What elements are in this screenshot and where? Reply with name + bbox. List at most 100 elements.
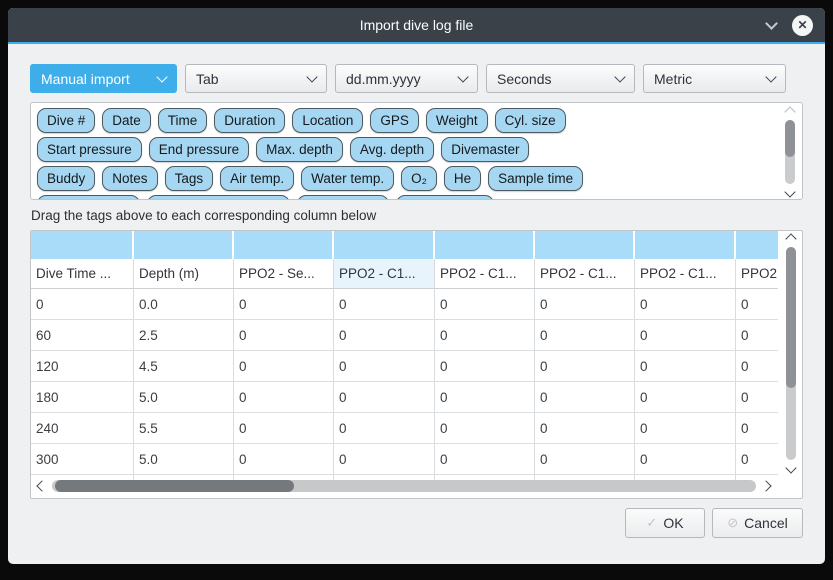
unit-system-select[interactable]: Metric — [643, 64, 786, 93]
scroll-up-icon[interactable] — [785, 233, 797, 245]
tag[interactable]: Sample depth — [37, 195, 141, 199]
ok-button[interactable]: ✓ OK — [625, 508, 705, 538]
column-header: PPO2 - C1... — [635, 259, 736, 288]
table-horizontal-scrollbar[interactable] — [34, 477, 774, 495]
table-cell — [435, 475, 535, 483]
tag[interactable]: Cyl. size — [494, 108, 566, 133]
table-cell: 120 — [31, 351, 134, 381]
table-cell: 0 — [635, 444, 736, 474]
scroll-right-icon[interactable] — [760, 480, 772, 492]
table-columns: Dive Time ... Depth (m) PPO2 - Se... PPO2 -… — [31, 231, 778, 483]
table-cell — [635, 475, 736, 483]
tag[interactable]: Sample time — [488, 166, 584, 191]
drop-target-cell[interactable] — [635, 231, 736, 259]
table-cell: 0 — [234, 444, 334, 474]
import-dialog-window: Import dive log file ✕ Manual import Tab… — [8, 8, 825, 564]
drop-target-cell[interactable] — [535, 231, 635, 259]
table-cell: 0 — [535, 444, 635, 474]
tag[interactable]: Buddy — [37, 166, 96, 191]
tag[interactable]: Notes — [102, 166, 158, 191]
drag-instruction-label: Drag the tags above to each correspondin… — [31, 208, 377, 223]
drop-target-cell[interactable] — [435, 231, 535, 259]
column-header: PPO2 - C1... — [334, 259, 435, 288]
tag[interactable]: He — [443, 166, 482, 191]
scroll-down-icon[interactable] — [784, 186, 796, 198]
scroll-up-icon[interactable] — [784, 106, 796, 118]
drop-target-cell[interactable] — [736, 231, 778, 259]
tag[interactable]: O₂ — [401, 166, 437, 191]
table-row: 0 0.0 0 0 0 0 0 0 — [31, 289, 778, 320]
scrollbar-track[interactable] — [785, 120, 795, 184]
table-cell: 5.0 — [134, 382, 234, 412]
chevron-down-icon — [765, 70, 777, 83]
table-cell: 0 — [234, 289, 334, 319]
scrollbar-thumb[interactable] — [786, 247, 796, 388]
scrollbar-track[interactable] — [52, 480, 756, 492]
titlebar[interactable]: Import dive log file ✕ — [8, 8, 825, 44]
table-cell: 0 — [736, 444, 778, 474]
table-cell — [134, 475, 234, 483]
table-cell: 0 — [334, 320, 435, 350]
tag[interactable]: GPS — [370, 108, 419, 133]
tag[interactable]: Date — [102, 108, 151, 133]
tag[interactable]: Weight — [425, 108, 488, 133]
table-cell: 0 — [535, 351, 635, 381]
drop-target-cell[interactable] — [31, 231, 134, 259]
close-button[interactable]: ✕ — [792, 14, 813, 36]
column-header: Dive Time ... — [31, 259, 134, 288]
tag[interactable]: Divemaster — [441, 137, 530, 162]
table-cell: 0 — [334, 382, 435, 412]
tag[interactable]: Dive # — [37, 108, 96, 133]
tag-row: Dive # Date Time Duration Location GPS Weight C… — [37, 108, 774, 133]
scrollbar-thumb[interactable] — [55, 480, 295, 492]
tag[interactable]: Location — [292, 108, 364, 133]
import-mode-select[interactable]: Manual import — [30, 64, 177, 93]
tag[interactable]: End pressure — [148, 137, 250, 162]
table-row: 60 2.5 0 0 0 0 0 0 — [31, 320, 778, 351]
tag-palette: Dive # Date Time Duration Location GPS Weight C… — [30, 102, 803, 200]
table-cell: 2.5 — [134, 320, 234, 350]
tag[interactable]: Duration — [214, 108, 286, 133]
table-cell: 240 — [31, 413, 134, 443]
drop-target-cell[interactable] — [134, 231, 234, 259]
cancel-button[interactable]: ⊘ Cancel — [712, 508, 803, 538]
scrollbar-track[interactable] — [786, 247, 796, 460]
separator-select[interactable]: Tab — [185, 64, 327, 93]
chevron-down-icon — [457, 70, 469, 83]
tag[interactable]: Max. depth — [256, 137, 343, 162]
tag-palette-vertical-scrollbar[interactable] — [782, 106, 798, 198]
date-format-select[interactable]: dd.mm.yyyy — [335, 64, 478, 93]
tag[interactable]: Sample CNS — [396, 195, 495, 199]
tag[interactable]: Air temp. — [220, 166, 295, 191]
tag[interactable]: Sample temperature — [147, 195, 290, 199]
scrollbar-thumb[interactable] — [785, 120, 795, 158]
table-vertical-scrollbar[interactable] — [783, 233, 799, 474]
chevron-down-icon[interactable] — [765, 17, 778, 30]
scroll-left-icon[interactable] — [36, 480, 48, 492]
tag[interactable]: Sample pO₂ — [296, 195, 390, 199]
table-row: 180 5.0 0 0 0 0 0 0 — [31, 382, 778, 413]
table-header-row: Dive Time ... Depth (m) PPO2 - Se... PPO2 -… — [31, 259, 778, 289]
table-cell: 300 — [31, 444, 134, 474]
table-cell: 0 — [736, 289, 778, 319]
table-cell: 0 — [334, 351, 435, 381]
scroll-down-icon[interactable] — [785, 462, 797, 474]
tag[interactable]: Avg. depth — [349, 137, 435, 162]
drop-target-cell[interactable] — [334, 231, 435, 259]
time-unit-select[interactable]: Seconds — [486, 64, 635, 93]
drop-target-cell[interactable] — [234, 231, 334, 259]
column-header: PPO2 — [736, 259, 778, 288]
table-cell: 0 — [736, 320, 778, 350]
table-cell: 0 — [736, 413, 778, 443]
table-cell: 0 — [435, 413, 535, 443]
tag[interactable]: Water temp. — [301, 166, 395, 191]
tag[interactable]: Start pressure — [37, 137, 142, 162]
tag[interactable]: Tags — [164, 166, 214, 191]
date-format-value: dd.mm.yyyy — [346, 70, 421, 87]
table-cell — [535, 475, 635, 483]
table-cell: 0 — [234, 320, 334, 350]
column-header: PPO2 - Se... — [234, 259, 334, 288]
table-cell: 0 — [31, 289, 134, 319]
table-cell: 0 — [334, 444, 435, 474]
tag[interactable]: Time — [157, 108, 208, 133]
